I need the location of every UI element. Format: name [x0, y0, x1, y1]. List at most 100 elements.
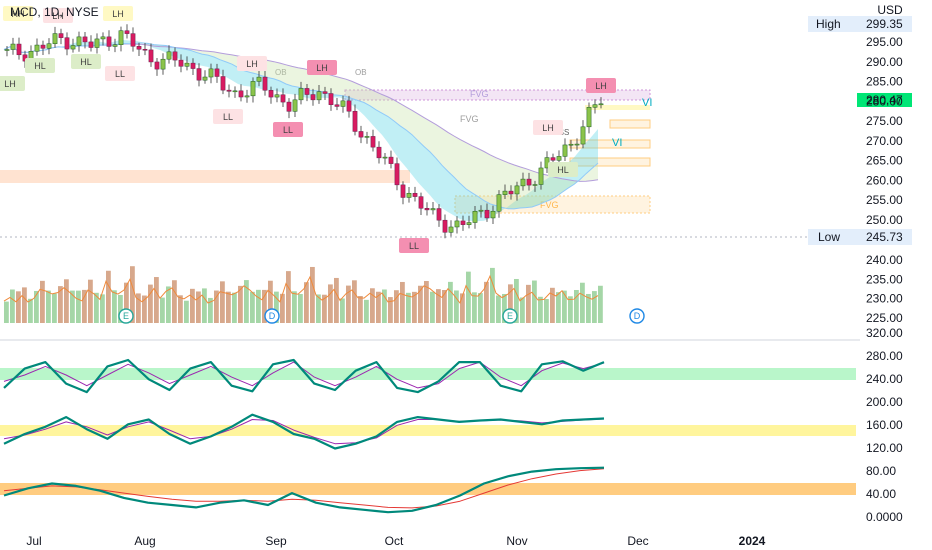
candle-down — [82, 36, 88, 43]
volume-bar — [208, 297, 213, 323]
candle-down — [352, 110, 358, 132]
candle-down — [334, 104, 340, 107]
volume-bar — [568, 296, 573, 323]
swing-tag-label: LL — [409, 241, 419, 251]
candle-down — [178, 59, 184, 67]
price-ticks: 295.00 290.00 285.00 280.00 275.00 270.00 265.… — [866, 35, 903, 325]
candle-down — [142, 48, 148, 51]
volume-bar — [580, 282, 585, 323]
volume-bar — [316, 294, 321, 323]
volume-bar — [424, 280, 429, 323]
earnings-marker-circle — [118, 308, 134, 324]
candle-down — [136, 46, 142, 50]
volume-bar — [538, 296, 543, 323]
volume-bar — [40, 280, 45, 323]
volume-bar — [52, 293, 57, 323]
volume-bar — [220, 281, 225, 323]
dividend-marker: D — [269, 311, 276, 321]
candle-up — [472, 210, 478, 223]
volume-bar — [460, 293, 465, 323]
candle-up — [112, 44, 118, 47]
candle-up — [208, 68, 214, 78]
volume-bar — [532, 280, 537, 323]
osc-tick-label: 320.00 — [866, 326, 903, 340]
time-tick-label: Dec — [627, 534, 648, 548]
candle-up — [298, 88, 304, 101]
price-tick-label: 265.00 — [866, 154, 903, 168]
volume-bar — [490, 267, 495, 323]
volume-bar — [70, 290, 75, 323]
volume-bar — [454, 290, 459, 323]
last-price-badge — [857, 93, 912, 107]
candle-down — [286, 101, 292, 112]
candle-down — [394, 163, 400, 186]
volume-bar — [478, 293, 483, 323]
volume-bar — [292, 291, 297, 323]
fvg-label: FVG — [470, 89, 489, 99]
volume-bar — [250, 291, 255, 323]
high-badge — [808, 16, 912, 32]
volume-average-line — [3, 274, 599, 305]
volume-bar — [184, 300, 189, 323]
swing-tag-label: LH — [542, 123, 554, 133]
osc1-main-line — [3, 358, 605, 394]
earnings-marker-circle — [502, 308, 518, 324]
volume-bar — [256, 289, 261, 323]
candle-up — [454, 220, 460, 228]
volume-bar — [64, 279, 69, 323]
volume-bar — [160, 297, 165, 323]
swing-tag-label: LH — [246, 59, 258, 69]
volume-bar — [394, 290, 399, 323]
candle-up — [94, 38, 100, 48]
volume-bar — [172, 280, 177, 323]
candle-down — [214, 68, 220, 77]
volume-bar — [166, 286, 171, 323]
volume-bar — [436, 289, 441, 323]
time-axis[interactable]: Jul Aug Sep Oct Nov Dec 2024 — [26, 534, 765, 548]
swing-tag-label: LL — [283, 125, 293, 135]
volume-bar — [508, 284, 513, 323]
volume-bar — [280, 293, 285, 323]
volume-bar — [94, 292, 99, 323]
candle-up — [592, 104, 598, 108]
dividend-marker-circle — [264, 308, 280, 324]
volume-bar — [22, 287, 27, 323]
volume-bar — [448, 281, 453, 323]
candle-up — [202, 76, 208, 81]
candle-down — [358, 131, 364, 138]
candle-down — [40, 44, 46, 49]
swing-tag-label: HL — [557, 165, 569, 175]
volume-bar — [472, 292, 477, 323]
price-tick-label: 270.00 — [866, 134, 903, 148]
swing-tag-label: HL — [34, 61, 46, 71]
volume-bar — [328, 284, 333, 323]
candle-down — [436, 208, 442, 221]
swing-tag-box — [533, 120, 563, 135]
candle-down — [424, 208, 430, 211]
candle-up — [340, 100, 346, 107]
last-price-value: 280.47 — [866, 93, 903, 107]
volume-bar — [574, 289, 579, 323]
swing-tag-box — [399, 238, 429, 253]
candle-up — [70, 45, 76, 50]
volume-bar — [190, 288, 195, 323]
volume-bar — [154, 277, 159, 323]
price-tick-label: 295.00 — [866, 35, 903, 49]
volume-bar — [430, 291, 435, 323]
candle-up — [76, 36, 82, 46]
volume-bar — [196, 291, 201, 323]
candle-down — [484, 209, 490, 219]
candle-down — [106, 36, 112, 47]
swing-tag-box — [103, 6, 133, 21]
time-tick-label: Sep — [265, 534, 287, 548]
volume-bar — [46, 290, 51, 323]
candle-up — [118, 30, 124, 45]
candle-up — [160, 58, 166, 70]
volume-bar — [550, 287, 555, 323]
fvg-box-lower — [454, 195, 651, 214]
price-axis[interactable]: USD High 299.35 Low 245.73 280.47 295.00… — [808, 3, 912, 524]
candle-up — [256, 76, 262, 82]
candle-up — [502, 190, 508, 195]
volume-bar — [106, 270, 111, 323]
